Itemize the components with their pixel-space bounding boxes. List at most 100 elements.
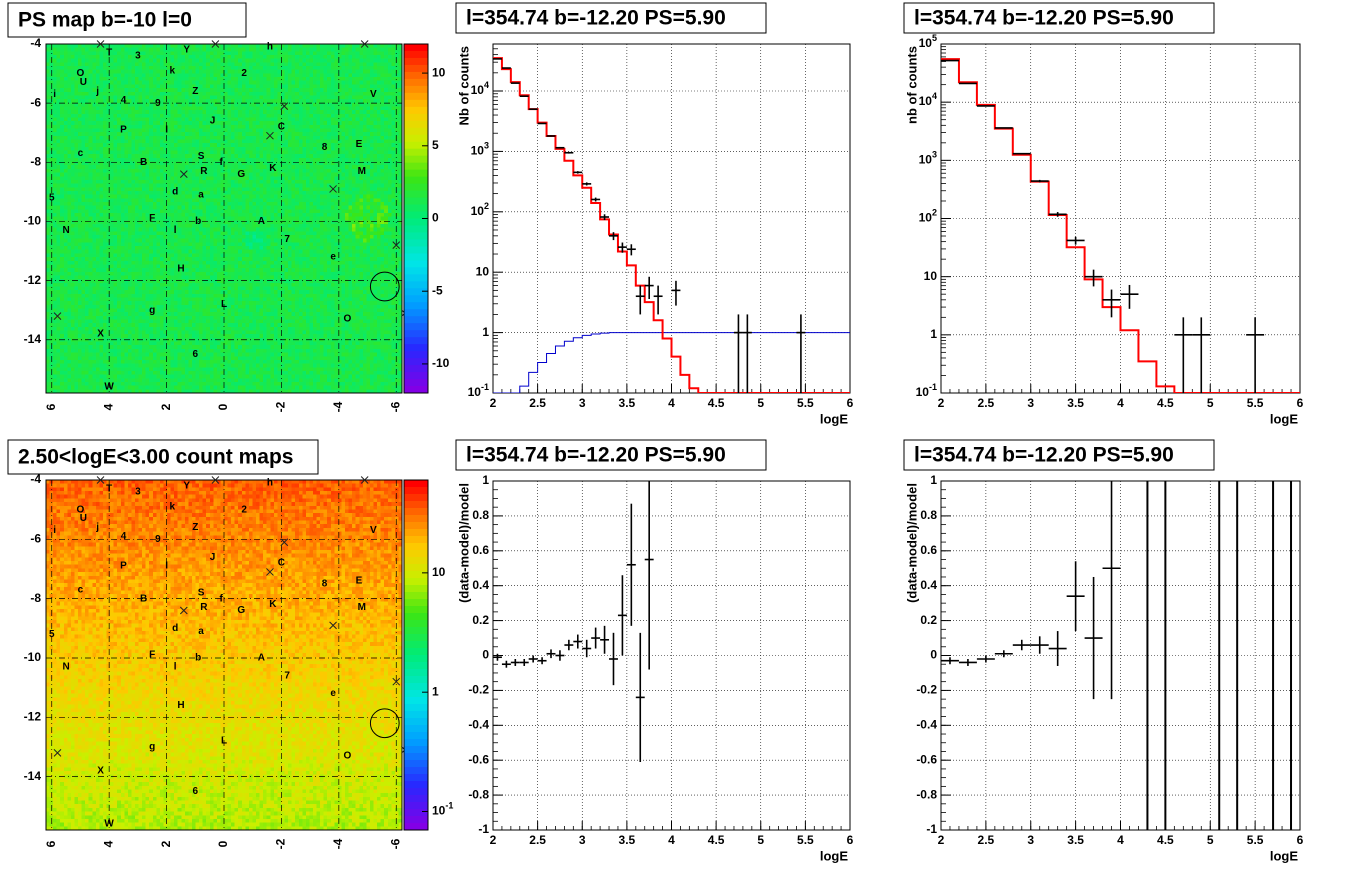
heatmap-cell xyxy=(113,51,118,56)
heatmap-cell xyxy=(191,176,196,181)
heatmap-cell xyxy=(224,44,228,49)
heatmap-cell xyxy=(60,172,65,177)
heatmap-cell xyxy=(124,106,129,111)
heatmap-cell xyxy=(60,102,65,107)
heatmap-cell xyxy=(188,121,193,126)
heatmap-cell xyxy=(241,187,246,192)
heatmap-cell xyxy=(384,69,389,74)
heatmap-cell xyxy=(70,157,75,162)
heatmap-cell xyxy=(231,201,236,207)
heatmap-cell xyxy=(387,62,392,67)
heatmap-cell xyxy=(359,132,364,137)
heatmap-cell xyxy=(117,157,122,162)
heatmap-cell xyxy=(56,139,61,144)
heatmap-cell xyxy=(149,128,154,133)
heatmap-cell xyxy=(177,150,182,155)
heatmap-cell xyxy=(323,62,328,67)
heatmap-cell xyxy=(330,157,335,162)
heatmap-cell xyxy=(345,128,349,133)
heatmap-cell xyxy=(81,183,86,188)
heatmap-cell xyxy=(142,209,147,214)
heatmap-cell xyxy=(248,157,253,162)
heatmap-cell xyxy=(348,62,353,67)
heatmap-cell xyxy=(398,69,403,74)
heatmap-cell xyxy=(127,124,132,129)
heatmap-cell xyxy=(369,209,374,214)
heatmap-cell xyxy=(384,66,389,71)
heatmap-cell xyxy=(241,146,246,151)
heatmap-cell xyxy=(49,106,54,111)
heatmap-cell xyxy=(398,113,403,118)
heatmap-cell xyxy=(380,66,385,71)
heatmap-cell xyxy=(53,154,58,159)
heatmap-cell xyxy=(220,128,225,133)
heatmap-cell xyxy=(106,62,111,67)
heatmap-cell xyxy=(124,132,129,137)
heatmap-cell xyxy=(280,117,285,122)
heatmap-cell xyxy=(284,201,289,207)
heatmap-cell xyxy=(313,150,317,155)
heatmap-cell xyxy=(120,99,125,104)
heatmap-cell xyxy=(341,91,346,96)
heatmap-cell xyxy=(99,84,104,89)
heatmap-cell xyxy=(288,224,293,229)
heatmap-cell xyxy=(209,106,214,111)
heatmap-cell xyxy=(78,201,82,207)
heatmap-cell xyxy=(156,113,161,118)
heatmap-cell xyxy=(74,209,79,214)
heatmap-cell xyxy=(366,179,371,184)
heatmap-cell xyxy=(81,55,86,60)
heatmap-cell xyxy=(206,66,211,71)
heatmap-cell xyxy=(216,121,221,126)
heatmap-cell xyxy=(280,179,285,184)
heatmap-cell xyxy=(206,44,211,49)
heatmap-cell xyxy=(135,80,139,85)
heatmap-cell xyxy=(256,139,260,144)
heatmap-cell xyxy=(273,135,278,140)
heatmap-cell xyxy=(174,150,179,155)
heatmap-cell xyxy=(280,124,285,129)
heatmap-cell xyxy=(295,157,300,162)
heatmap-cell xyxy=(92,146,97,151)
heatmap-cell xyxy=(159,139,164,144)
heatmap-cell xyxy=(263,110,268,115)
heatmap-cell xyxy=(334,47,339,52)
heatmap-cell xyxy=(206,201,211,207)
heatmap-cell xyxy=(131,157,136,162)
heatmap-cell xyxy=(241,161,246,166)
heatmap-cell xyxy=(362,84,367,89)
heatmap-cell xyxy=(74,143,79,148)
heatmap-cell xyxy=(384,80,389,85)
heatmap-cell xyxy=(95,47,100,52)
heatmap-cell xyxy=(277,201,282,207)
heatmap-cell xyxy=(74,124,79,129)
heatmap-cell xyxy=(99,146,104,151)
heatmap-cell xyxy=(142,58,147,63)
heatmap-cell xyxy=(313,194,317,199)
heatmap-cell xyxy=(270,216,275,221)
heatmap-cell xyxy=(145,165,150,170)
heatmap-cell xyxy=(78,44,82,49)
heatmap-cell xyxy=(398,91,403,96)
heatmap-cell xyxy=(387,128,392,133)
heatmap-cell xyxy=(231,102,236,107)
heatmap-cell xyxy=(99,224,104,229)
heatmap-cell xyxy=(234,132,239,137)
heatmap-cell xyxy=(224,113,228,118)
heatmap-cell xyxy=(202,176,207,181)
heatmap-cell xyxy=(49,143,54,148)
heatmap-cell xyxy=(252,110,257,115)
heatmap-cell xyxy=(159,77,164,82)
heatmap-cell xyxy=(46,205,50,210)
heatmap-cell xyxy=(266,198,271,203)
heatmap-cell xyxy=(49,183,54,188)
heatmap-cell xyxy=(224,165,228,170)
heatmap-cell xyxy=(227,113,232,118)
heatmap-cell xyxy=(302,117,307,122)
heatmap-cell xyxy=(184,73,189,78)
heatmap-cell xyxy=(366,66,371,71)
heatmap-cell xyxy=(67,176,72,181)
heatmap-cell xyxy=(291,194,296,199)
heatmap-cell xyxy=(53,216,58,221)
heatmap-cell xyxy=(277,110,282,115)
